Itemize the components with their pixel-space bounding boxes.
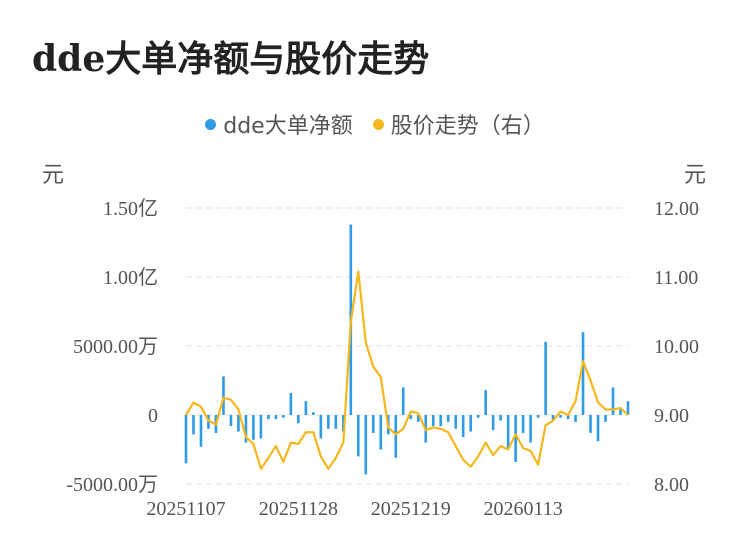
- left-axis-unit: 元: [42, 163, 65, 188]
- bar: [446, 415, 450, 422]
- bar: [199, 415, 203, 447]
- bar: [312, 412, 315, 415]
- bar: [461, 415, 465, 438]
- price-line: [185, 270, 629, 470]
- bar: [484, 390, 487, 415]
- bar: [327, 415, 330, 429]
- bar: [297, 415, 300, 424]
- bar: [379, 415, 383, 450]
- y-left-tick-label: 1.50亿: [103, 197, 158, 220]
- x-tick-label: 20251219: [371, 498, 451, 520]
- bar: [476, 415, 480, 418]
- bar: [237, 415, 240, 432]
- bar: [342, 415, 345, 432]
- bar: [304, 401, 308, 415]
- bar: [252, 415, 255, 440]
- chart-title: dde大单净额与股价走势: [32, 38, 430, 80]
- bar: [626, 401, 630, 415]
- y-right-tick-label: 10.00: [654, 336, 699, 358]
- bar: [334, 415, 338, 429]
- bar: [274, 415, 278, 420]
- bar: [244, 415, 248, 443]
- bar: [267, 415, 270, 420]
- legend-item-price[interactable]: 股价走势（右）: [372, 108, 545, 140]
- bar: [604, 415, 607, 422]
- legend: dde大单净额 股价走势（右）: [0, 108, 750, 140]
- bar: [596, 415, 600, 442]
- y-left-tick-label: 5000.00万: [73, 336, 158, 358]
- y-left-tick-label: 0: [148, 405, 158, 427]
- bar: [401, 387, 405, 415]
- bar: [514, 415, 517, 462]
- y-right-tick-label: 12.00: [654, 198, 699, 220]
- bar: [416, 415, 420, 422]
- bar: [559, 415, 562, 418]
- bar: [566, 415, 570, 420]
- bar: [454, 415, 457, 429]
- x-tick-label: 20251107: [146, 498, 225, 520]
- bar: [574, 415, 577, 422]
- bar: [409, 415, 413, 420]
- bar: [229, 415, 233, 427]
- legend-dot-line-icon: [372, 118, 384, 130]
- legend-item-dde[interactable]: dde大单净额: [205, 108, 353, 140]
- bar: [544, 341, 547, 415]
- bar: [259, 415, 263, 439]
- bar: [589, 415, 592, 433]
- bar: [529, 415, 532, 443]
- legend-label-price: 股价走势（右）: [390, 114, 545, 139]
- bar: [431, 415, 435, 427]
- bar: [364, 415, 368, 475]
- y-right-tick-label: 8.00: [654, 474, 689, 496]
- x-tick-label: 20260113: [483, 498, 562, 520]
- y-left-tick-label: -5000.00万: [66, 474, 158, 496]
- bar: [619, 408, 622, 415]
- bar: [207, 415, 210, 429]
- bar: [439, 415, 443, 427]
- y-right-tick-label: 9.00: [654, 405, 689, 427]
- y-right-tick-label: 11.00: [654, 267, 698, 289]
- bar: [184, 415, 188, 464]
- bar: [491, 415, 495, 431]
- bar: [506, 415, 510, 450]
- bar: [394, 415, 398, 458]
- bar: [357, 415, 360, 457]
- legend-dot-bar-icon: [205, 118, 217, 130]
- bar: [192, 415, 195, 435]
- bar: [536, 415, 540, 418]
- bar: [371, 415, 375, 433]
- y-left-tick-label: 1.00亿: [103, 266, 158, 289]
- bar: [319, 415, 323, 439]
- legend-label-dde: dde大单净额: [223, 114, 353, 139]
- bar: [551, 415, 555, 421]
- bar: [289, 392, 293, 415]
- bar: [222, 376, 225, 415]
- bar: [282, 415, 285, 418]
- x-tick-label: 20251128: [259, 498, 338, 520]
- bar: [469, 415, 472, 432]
- bar: [611, 387, 615, 415]
- bar: [521, 415, 525, 433]
- right-axis-unit: 元: [684, 163, 707, 188]
- bar: [581, 332, 585, 415]
- bar: [499, 415, 502, 421]
